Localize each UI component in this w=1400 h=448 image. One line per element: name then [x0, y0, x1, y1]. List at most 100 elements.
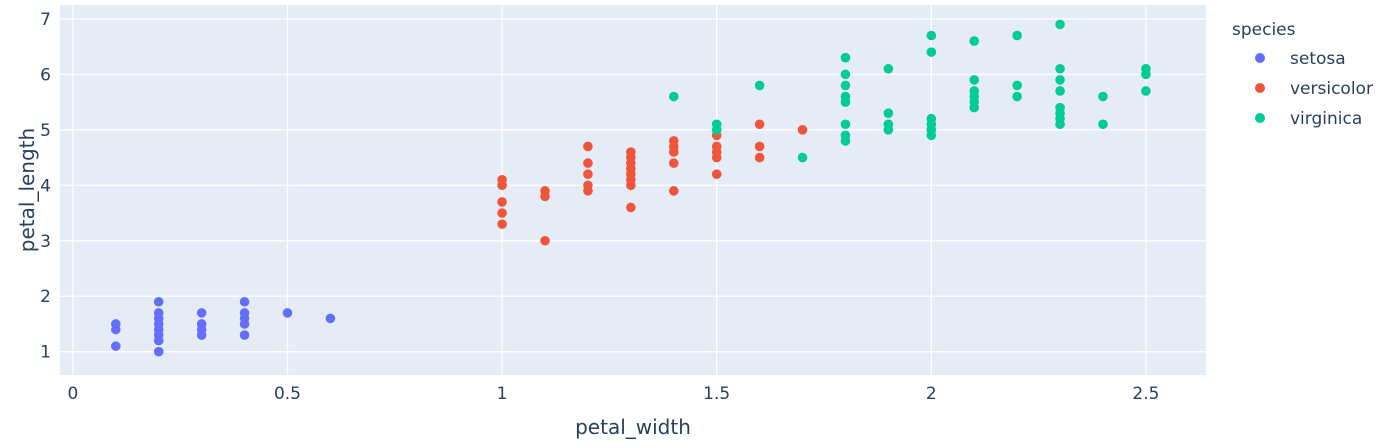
- data-point-versicolor[interactable]: [497, 219, 507, 229]
- data-point-virginica[interactable]: [668, 91, 679, 102]
- data-point-virginica[interactable]: [1055, 75, 1065, 85]
- data-point-setosa[interactable]: [196, 308, 207, 318]
- data-point-setosa[interactable]: [239, 308, 250, 318]
- series-virginica: [668, 19, 1151, 163]
- x-axis-title: petal_width: [575, 415, 691, 439]
- data-point-versicolor[interactable]: [583, 169, 593, 179]
- data-point-virginica[interactable]: [883, 63, 894, 74]
- data-point-virginica[interactable]: [1055, 19, 1065, 30]
- data-point-versicolor[interactable]: [711, 141, 722, 152]
- x-tick-label: 2: [926, 384, 937, 404]
- x-tick-label: 2.5: [1132, 384, 1159, 404]
- data-point-versicolor[interactable]: [711, 169, 722, 179]
- data-point-setosa[interactable]: [239, 330, 250, 340]
- data-point-versicolor[interactable]: [626, 202, 636, 213]
- data-point-virginica[interactable]: [1098, 91, 1108, 102]
- y-tick-label: 3: [40, 232, 51, 252]
- legend-label-setosa: setosa: [1290, 49, 1346, 69]
- data-point-virginica[interactable]: [969, 75, 980, 85]
- data-point-versicolor[interactable]: [583, 180, 593, 191]
- data-point-virginica[interactable]: [1141, 86, 1151, 96]
- y-tick-label: 6: [40, 65, 51, 85]
- legend-marker-versicolor: [1255, 83, 1265, 93]
- legend-item-versicolor[interactable]: versicolor: [1255, 79, 1373, 99]
- data-point-virginica[interactable]: [840, 52, 851, 63]
- series-versicolor: [497, 119, 808, 246]
- data-point-virginica[interactable]: [840, 130, 851, 141]
- y-tick-label: 2: [40, 287, 51, 307]
- legend-title: species: [1232, 20, 1296, 40]
- y-axis-title: petal_length: [15, 128, 39, 252]
- data-point-virginica[interactable]: [1012, 80, 1022, 91]
- data-point-setosa[interactable]: [110, 319, 121, 329]
- data-point-versicolor[interactable]: [497, 174, 507, 185]
- data-point-setosa[interactable]: [153, 308, 164, 318]
- data-point-virginica[interactable]: [840, 91, 851, 102]
- data-points: [110, 19, 1151, 357]
- y-tick-label: 5: [40, 121, 51, 141]
- data-point-virginica[interactable]: [1055, 86, 1065, 96]
- data-point-versicolor[interactable]: [497, 197, 507, 207]
- data-point-setosa[interactable]: [239, 296, 250, 307]
- data-point-virginica[interactable]: [840, 80, 851, 91]
- series-setosa: [110, 296, 336, 357]
- data-point-versicolor[interactable]: [797, 125, 808, 135]
- data-point-virginica[interactable]: [1141, 63, 1151, 74]
- x-tick-label: 1.5: [703, 384, 730, 404]
- legend-item-setosa[interactable]: setosa: [1255, 49, 1346, 69]
- legend-marker-setosa: [1255, 53, 1265, 63]
- legend-item-virginica[interactable]: virginica: [1255, 109, 1362, 129]
- data-point-virginica[interactable]: [883, 108, 894, 118]
- data-point-virginica[interactable]: [926, 113, 937, 124]
- data-point-versicolor[interactable]: [583, 141, 593, 152]
- data-point-versicolor[interactable]: [754, 141, 765, 152]
- data-point-setosa[interactable]: [282, 308, 293, 318]
- legend: species setosa versicolor virginica: [1232, 20, 1373, 129]
- data-point-setosa[interactable]: [153, 296, 164, 307]
- legend-items: setosa versicolor virginica: [1255, 49, 1373, 129]
- data-point-virginica[interactable]: [1012, 30, 1022, 41]
- data-point-versicolor[interactable]: [583, 158, 593, 168]
- data-point-versicolor[interactable]: [540, 235, 550, 246]
- plot-background: [60, 5, 1206, 375]
- data-point-virginica[interactable]: [840, 119, 851, 130]
- data-point-setosa[interactable]: [196, 319, 207, 329]
- x-tick-label: 0.5: [274, 384, 301, 404]
- data-point-virginica[interactable]: [754, 80, 765, 91]
- legend-label-virginica: virginica: [1290, 109, 1362, 129]
- data-point-virginica[interactable]: [1098, 119, 1108, 130]
- data-point-versicolor[interactable]: [626, 147, 636, 157]
- data-point-virginica[interactable]: [1055, 102, 1065, 113]
- y-axis-ticks: 1 2 3 4 5 6 7: [40, 10, 51, 363]
- data-point-versicolor[interactable]: [497, 208, 507, 218]
- data-point-virginica[interactable]: [969, 86, 980, 96]
- data-point-virginica[interactable]: [969, 36, 980, 46]
- data-point-virginica[interactable]: [711, 119, 722, 130]
- x-tick-label: 0: [67, 384, 78, 404]
- y-tick-label: 1: [40, 343, 51, 363]
- data-point-versicolor[interactable]: [668, 136, 679, 146]
- data-point-versicolor[interactable]: [668, 158, 679, 168]
- data-point-setosa[interactable]: [325, 313, 336, 324]
- data-point-virginica[interactable]: [883, 119, 894, 130]
- data-point-versicolor[interactable]: [754, 119, 765, 130]
- x-axis-ticks: 0 0.5 1 1.5 2 2.5: [67, 384, 1159, 404]
- data-point-versicolor[interactable]: [668, 186, 679, 196]
- data-point-setosa[interactable]: [153, 346, 164, 357]
- data-point-virginica[interactable]: [840, 69, 851, 80]
- legend-label-versicolor: versicolor: [1290, 79, 1373, 99]
- data-point-virginica[interactable]: [926, 47, 937, 57]
- y-tick-label: 4: [40, 176, 51, 196]
- legend-marker-virginica: [1255, 113, 1265, 123]
- data-point-versicolor[interactable]: [754, 152, 765, 163]
- data-point-virginica[interactable]: [797, 152, 808, 163]
- data-point-setosa[interactable]: [110, 341, 121, 351]
- data-point-virginica[interactable]: [926, 30, 937, 41]
- y-tick-label: 7: [40, 10, 51, 30]
- data-point-versicolor[interactable]: [540, 186, 550, 196]
- data-point-virginica[interactable]: [1055, 63, 1065, 74]
- data-point-virginica[interactable]: [1012, 91, 1022, 102]
- x-tick-label: 1: [497, 384, 508, 404]
